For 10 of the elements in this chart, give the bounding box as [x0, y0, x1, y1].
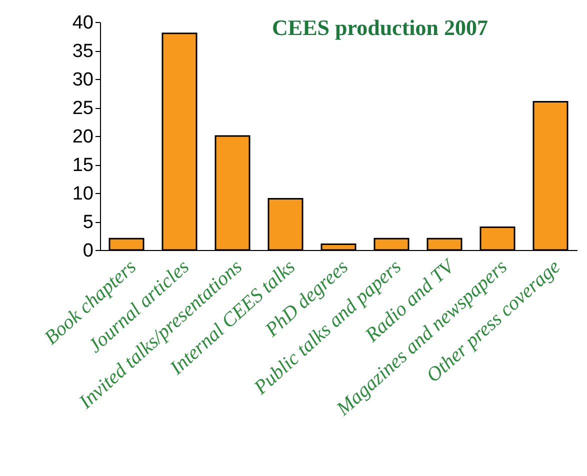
y-tick-label: 25 — [72, 98, 94, 119]
y-tick-label: 35 — [72, 41, 94, 62]
y-tick-label: 20 — [72, 126, 94, 148]
y-tick-label: 10 — [72, 184, 94, 204]
y-tick-label: 15 — [72, 155, 94, 176]
chart-title: CEES production 2007 — [272, 15, 488, 40]
y-tick-label: 30 — [72, 70, 94, 90]
y-tick-label: 0 — [82, 240, 94, 262]
y-tick-label: 5 — [82, 212, 94, 233]
y-tick-label: 40 — [72, 12, 94, 34]
